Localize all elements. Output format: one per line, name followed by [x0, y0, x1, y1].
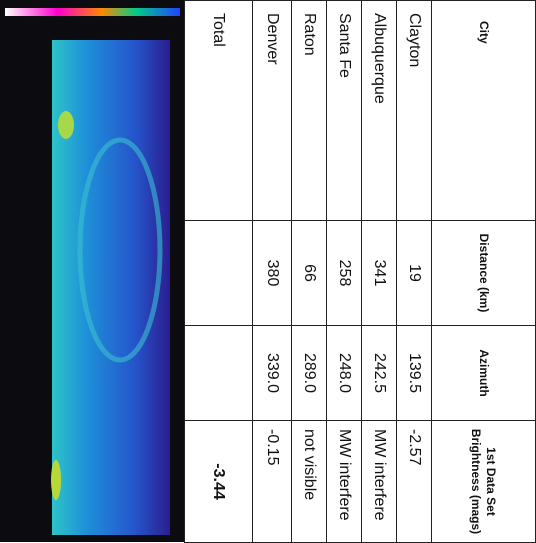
table-cell: Denver: [253, 1, 292, 221]
table-cell: [185, 326, 253, 421]
sky-image: [0, 0, 185, 542]
table-cell: -0.15: [253, 421, 292, 543]
table-cell: 66: [292, 221, 327, 326]
table-cell: 242.5: [362, 326, 397, 421]
table-cell: 289.0: [292, 326, 327, 421]
table-cell: [185, 221, 253, 326]
rotated-table: City Distance (km) Azimuth 1st Data Set …: [185, 0, 536, 542]
column-header: Distance (km): [432, 221, 536, 326]
table-cell: Albuquerque: [362, 1, 397, 221]
table-cell: MW interfere: [327, 421, 362, 543]
table-cell: Clayton: [397, 1, 432, 221]
total-label: Total: [185, 1, 253, 221]
table-cell: not visible: [292, 421, 327, 543]
column-header: Azimuth: [432, 326, 536, 421]
column-header: City: [432, 1, 536, 221]
table-cell: 258: [327, 221, 362, 326]
table-cell: 19: [397, 221, 432, 326]
table-cell: 248.0: [327, 326, 362, 421]
table-cell: Raton: [292, 1, 327, 221]
table: City Distance (km) Azimuth 1st Data Set …: [184, 0, 536, 543]
table-cell: Santa Fe: [327, 1, 362, 221]
table-cell: 339.0: [253, 326, 292, 421]
header-row: City Distance (km) Azimuth 1st Data Set …: [432, 1, 536, 543]
table-cell: -2.57: [397, 421, 432, 543]
page: City Distance (km) Azimuth 1st Data Set …: [0, 0, 536, 542]
table-cell: MW interfere: [362, 421, 397, 543]
total-row: Total -3.44: [185, 1, 253, 543]
table-cell: 139.5: [397, 326, 432, 421]
table-cell: 380: [253, 221, 292, 326]
column-header: 1st Data Set Brightness (mags): [432, 421, 536, 543]
total-value: -3.44: [185, 421, 253, 543]
table-cell: 341: [362, 221, 397, 326]
